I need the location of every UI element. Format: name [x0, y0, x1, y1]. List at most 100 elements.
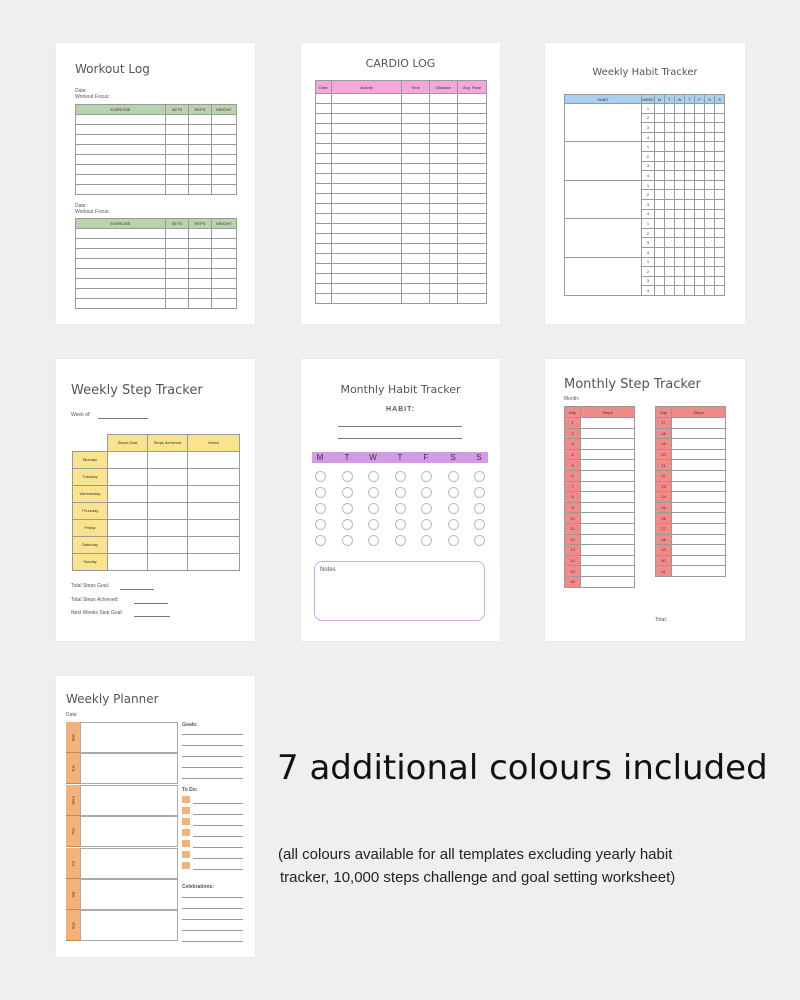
habit-day-cell: [664, 160, 675, 172]
cardio-cell: [401, 123, 430, 134]
cardio-cell: [429, 153, 458, 164]
workout-cell: [75, 134, 166, 145]
total-steps-achieved-line: [134, 603, 168, 604]
cardio-cell: [315, 293, 332, 304]
habit-circle: [447, 535, 459, 546]
step-cell: [187, 518, 240, 537]
habit-name-cell: [564, 218, 642, 258]
cardio-cell: [331, 183, 402, 194]
planner-day-box: [80, 879, 178, 910]
cardio-cell: [401, 133, 430, 144]
habit-day-cell: [654, 179, 665, 191]
cardio-cell: [331, 113, 402, 124]
habit-header-cell: F: [694, 94, 705, 104]
habit-day-cell: [664, 285, 675, 296]
habit-day-cell: [694, 122, 705, 133]
habit-day-cell: [694, 227, 705, 239]
habit-row: 1: [564, 141, 725, 181]
cardio-cell: [401, 273, 430, 284]
habit-week-number: 3: [641, 122, 655, 133]
step-cell: [147, 535, 188, 554]
habit-circle: [341, 519, 353, 530]
workout-row: [75, 184, 237, 195]
habit-day-cell: [694, 218, 705, 229]
planner-day-box: [80, 722, 178, 753]
monthly-day-number: 25: [655, 501, 672, 514]
habit-header-cell: HABIT: [564, 94, 642, 104]
workout-cell: [75, 288, 166, 299]
monthly-steps-cell: [580, 554, 635, 567]
workout-cell: [75, 184, 166, 195]
habit-day-cell: [654, 112, 665, 124]
cardio-row: [315, 253, 487, 264]
habit-circle: [394, 487, 406, 498]
habit-day-cell: [704, 256, 715, 268]
monthly-step-page: Monthly Step Tracker Month: Day Steps 1 2 3 4…: [545, 359, 745, 641]
cardio-cell: [429, 263, 458, 274]
cardio-cell: [429, 293, 458, 304]
workout-cell: [211, 134, 237, 145]
habit-day-cell: [714, 122, 725, 133]
habit-circle: [367, 471, 379, 482]
workout-cell: [165, 174, 189, 185]
monthly-day-number: 23: [655, 480, 672, 493]
cardio-cell: [429, 193, 458, 204]
habit-day-cell: [674, 266, 685, 277]
habit-day-cell: [674, 275, 685, 287]
monthly-step-title: Monthly Step Tracker: [564, 377, 701, 392]
cardio-cell: [401, 283, 430, 294]
habit-day-cell: [714, 160, 725, 172]
workout-cell: [165, 184, 189, 195]
monthly-day-number: 9: [564, 501, 581, 514]
cardio-cell: [457, 263, 487, 274]
habit-day-cell: [694, 256, 705, 268]
cardio-cell: [429, 223, 458, 234]
cardio-cell: [315, 103, 332, 114]
habit-day-cell: [684, 227, 695, 239]
todo-checkbox: [182, 796, 190, 803]
day-letter: F: [423, 453, 429, 462]
step-day-label: Monday: [72, 450, 108, 469]
workout-header-cell: REPS: [188, 104, 212, 115]
workout-cell: [165, 298, 189, 309]
monthly-day-header: Day: [564, 406, 581, 418]
workout-cell: [188, 164, 212, 175]
workout-cell: [211, 164, 237, 175]
habit-day-cell: [704, 275, 715, 287]
monthly-step-row: 23: [655, 480, 726, 493]
habit-week-number: 1: [641, 179, 655, 191]
habit-circle: [420, 519, 432, 530]
step-cell: [187, 501, 240, 520]
habit-week-number: 3: [641, 237, 655, 248]
habit-day-cell: [654, 285, 665, 296]
habit-header-cell: S: [714, 94, 725, 104]
cardio-row: [315, 113, 487, 124]
step-cell: [107, 501, 148, 520]
habit-circle: [473, 535, 485, 546]
monthly-step-row: 2: [564, 427, 635, 440]
workout-header-cell: EXERCISE: [75, 218, 166, 229]
habit-circle: [420, 503, 432, 514]
cardio-cell: [457, 243, 487, 254]
workout-cell: [75, 238, 166, 249]
monthly-steps-cell: [671, 554, 726, 567]
habit-day-cell: [664, 131, 675, 143]
habit-circle: [473, 487, 485, 498]
monthly-day-number: 5: [564, 459, 581, 471]
cardio-cell: [331, 213, 402, 224]
habit-day-cell: [694, 112, 705, 124]
workout-cell: [211, 258, 237, 269]
workout-row: [75, 258, 237, 269]
step-day-row: Monday: [72, 450, 240, 469]
cardio-cell: [457, 293, 487, 304]
cardio-table: Date Activity Time Distance Avg. Pace: [315, 80, 487, 304]
habit-circle: [314, 519, 326, 530]
monthly-day-number: 30: [655, 554, 672, 567]
cardio-cell: [457, 223, 487, 234]
habit-day-cell: [674, 227, 685, 239]
habit-day-cell: [674, 131, 685, 143]
planner-day-tab: Thu: [66, 816, 80, 848]
habit-week-number: 2: [641, 112, 655, 124]
cardio-cell: [331, 223, 402, 234]
todo-checkbox: [182, 862, 190, 869]
